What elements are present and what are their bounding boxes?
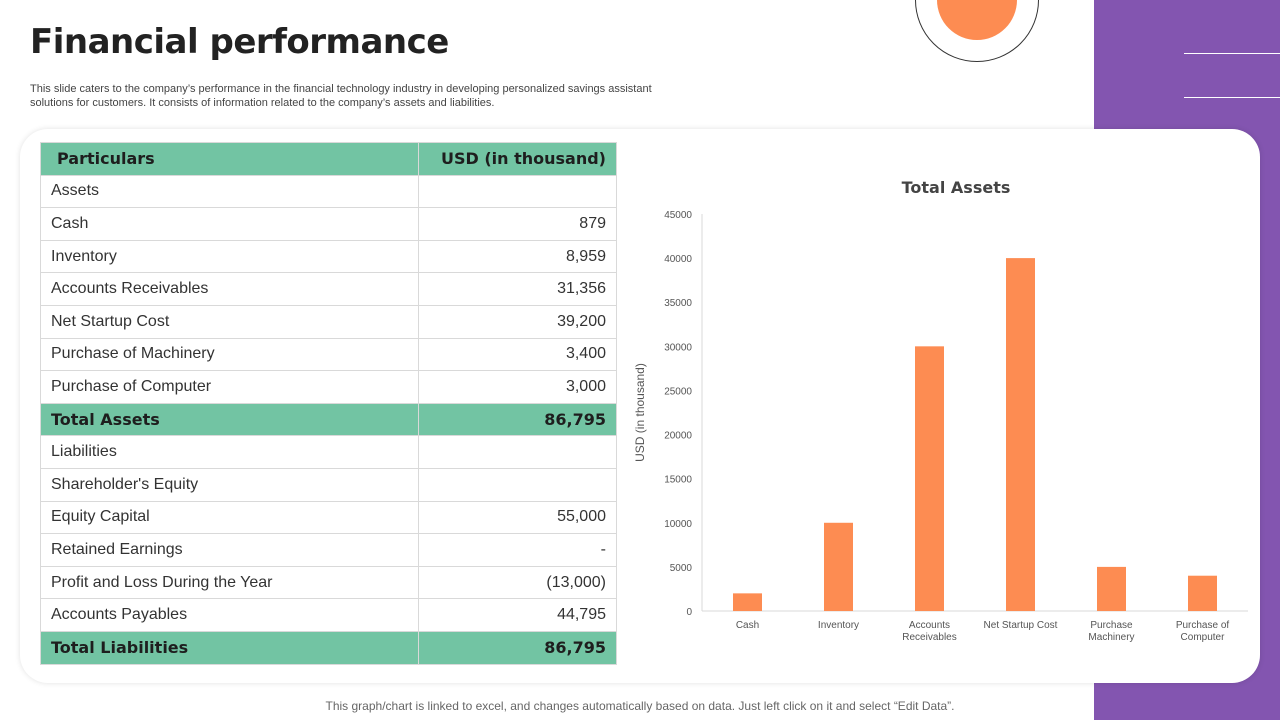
x-tick-label: Machinery — [1088, 632, 1134, 643]
row-label: Retained Earnings — [40, 533, 419, 567]
y-tick-label: 40000 — [664, 254, 692, 265]
table-row: Purchase of Machinery 3,400 — [40, 337, 617, 372]
row-label: Purchase of Computer — [40, 370, 419, 404]
row-label: Inventory — [40, 239, 419, 274]
bar — [824, 522, 853, 611]
row-label: Shareholder's Equity — [40, 467, 419, 502]
table-header-row: Particulars USD (in thousand) — [40, 142, 617, 176]
row-value: (13,000) — [418, 565, 617, 600]
row-value: 3,400 — [418, 337, 617, 372]
row-label: Accounts Payables — [40, 598, 419, 632]
table-row: Net Startup Cost 39,200 — [40, 304, 617, 339]
y-tick-label: 5000 — [670, 563, 693, 574]
x-tick-label: Accounts — [909, 620, 950, 631]
row-label: Cash — [40, 207, 419, 241]
y-tick-label: 0 — [686, 607, 692, 618]
row-value: 55,000 — [418, 500, 617, 535]
row-value: 39,200 — [418, 304, 617, 339]
row-value: 86,795 — [418, 630, 617, 665]
row-label: Equity Capital — [40, 500, 419, 535]
row-label: Profit and Loss During the Year — [40, 565, 419, 600]
bar — [915, 346, 944, 611]
table-row: Retained Earnings - — [40, 533, 617, 567]
table-total-row: Total Liabilities 86,795 — [40, 630, 617, 665]
bar — [1188, 575, 1217, 611]
table-row: Accounts Receivables 31,356 — [40, 272, 617, 306]
table-row: Inventory 8,959 — [40, 239, 617, 274]
decorative-line-bottom — [1184, 97, 1280, 98]
decorative-line-top — [1184, 53, 1280, 54]
x-tick-label: Cash — [736, 620, 759, 631]
row-value: 86,795 — [418, 402, 617, 437]
row-label: Purchase of Machinery — [40, 337, 419, 372]
y-tick-label: 30000 — [664, 342, 692, 353]
y-tick-label: 15000 — [664, 475, 692, 486]
table-row: Liabilities — [40, 435, 617, 469]
x-tick-label: Computer — [1181, 632, 1226, 643]
row-value: 44,795 — [418, 598, 617, 632]
x-tick-label: Net Startup Cost — [984, 620, 1058, 631]
row-label: Accounts Receivables — [40, 272, 419, 306]
row-label: Assets — [40, 174, 419, 209]
row-value — [418, 435, 617, 469]
row-label: Liabilities — [40, 435, 419, 469]
chart-title: Total Assets — [902, 178, 1011, 197]
table-row: Accounts Payables 44,795 — [40, 598, 617, 632]
y-tick-label: 10000 — [664, 519, 692, 530]
column-header-usd: USD (in thousand) — [418, 142, 617, 176]
row-value — [418, 467, 617, 502]
financial-table: Particulars USD (in thousand) Assets Cash… — [40, 142, 617, 665]
y-tick-label: 45000 — [664, 210, 692, 221]
table-row: Assets — [40, 174, 617, 209]
table-row: Cash 879 — [40, 207, 617, 241]
page-subtitle: This slide caters to the company’s perfo… — [30, 83, 652, 109]
row-label: Net Startup Cost — [40, 304, 419, 339]
x-tick-label: Inventory — [818, 620, 859, 631]
row-value: 879 — [418, 207, 617, 241]
row-value — [418, 174, 617, 209]
table-total-row: Total Assets 86,795 — [40, 402, 617, 437]
bar — [1006, 258, 1035, 611]
row-label: Total Liabilities — [40, 630, 419, 665]
table-body: Assets Cash 879 Inventory 8,959 Accounts Rece… — [40, 174, 617, 665]
y-tick-label: 35000 — [664, 298, 692, 309]
row-label: Total Assets — [40, 402, 419, 437]
total-assets-bar-chart[interactable]: Total Assets USD (in thousand) 0 5000 10000 1… — [625, 165, 1255, 655]
x-tick-label: Purchase of — [1176, 620, 1230, 631]
table-row: Equity Capital 55,000 — [40, 500, 617, 535]
bar — [733, 593, 762, 611]
column-header-particulars: Particulars — [40, 142, 419, 176]
table-row: Shareholder's Equity — [40, 467, 617, 502]
row-value: 31,356 — [418, 272, 617, 306]
x-tick-label: Purchase — [1090, 620, 1133, 631]
x-tick-label: Receivables — [902, 632, 956, 643]
row-value: - — [418, 533, 617, 567]
footer-note: This graph/chart is linked to excel, and… — [325, 699, 955, 713]
row-value: 3,000 — [418, 370, 617, 404]
y-axis-label: USD (in thousand) — [633, 363, 647, 462]
y-tick-label: 20000 — [664, 431, 692, 442]
y-tick-label: 25000 — [664, 386, 692, 397]
bar — [1097, 566, 1126, 611]
row-value: 8,959 — [418, 239, 617, 274]
table-row: Purchase of Computer 3,000 — [40, 370, 617, 404]
page-title: Financial performance — [30, 22, 449, 62]
table-row: Profit and Loss During the Year (13,000) — [40, 565, 617, 600]
